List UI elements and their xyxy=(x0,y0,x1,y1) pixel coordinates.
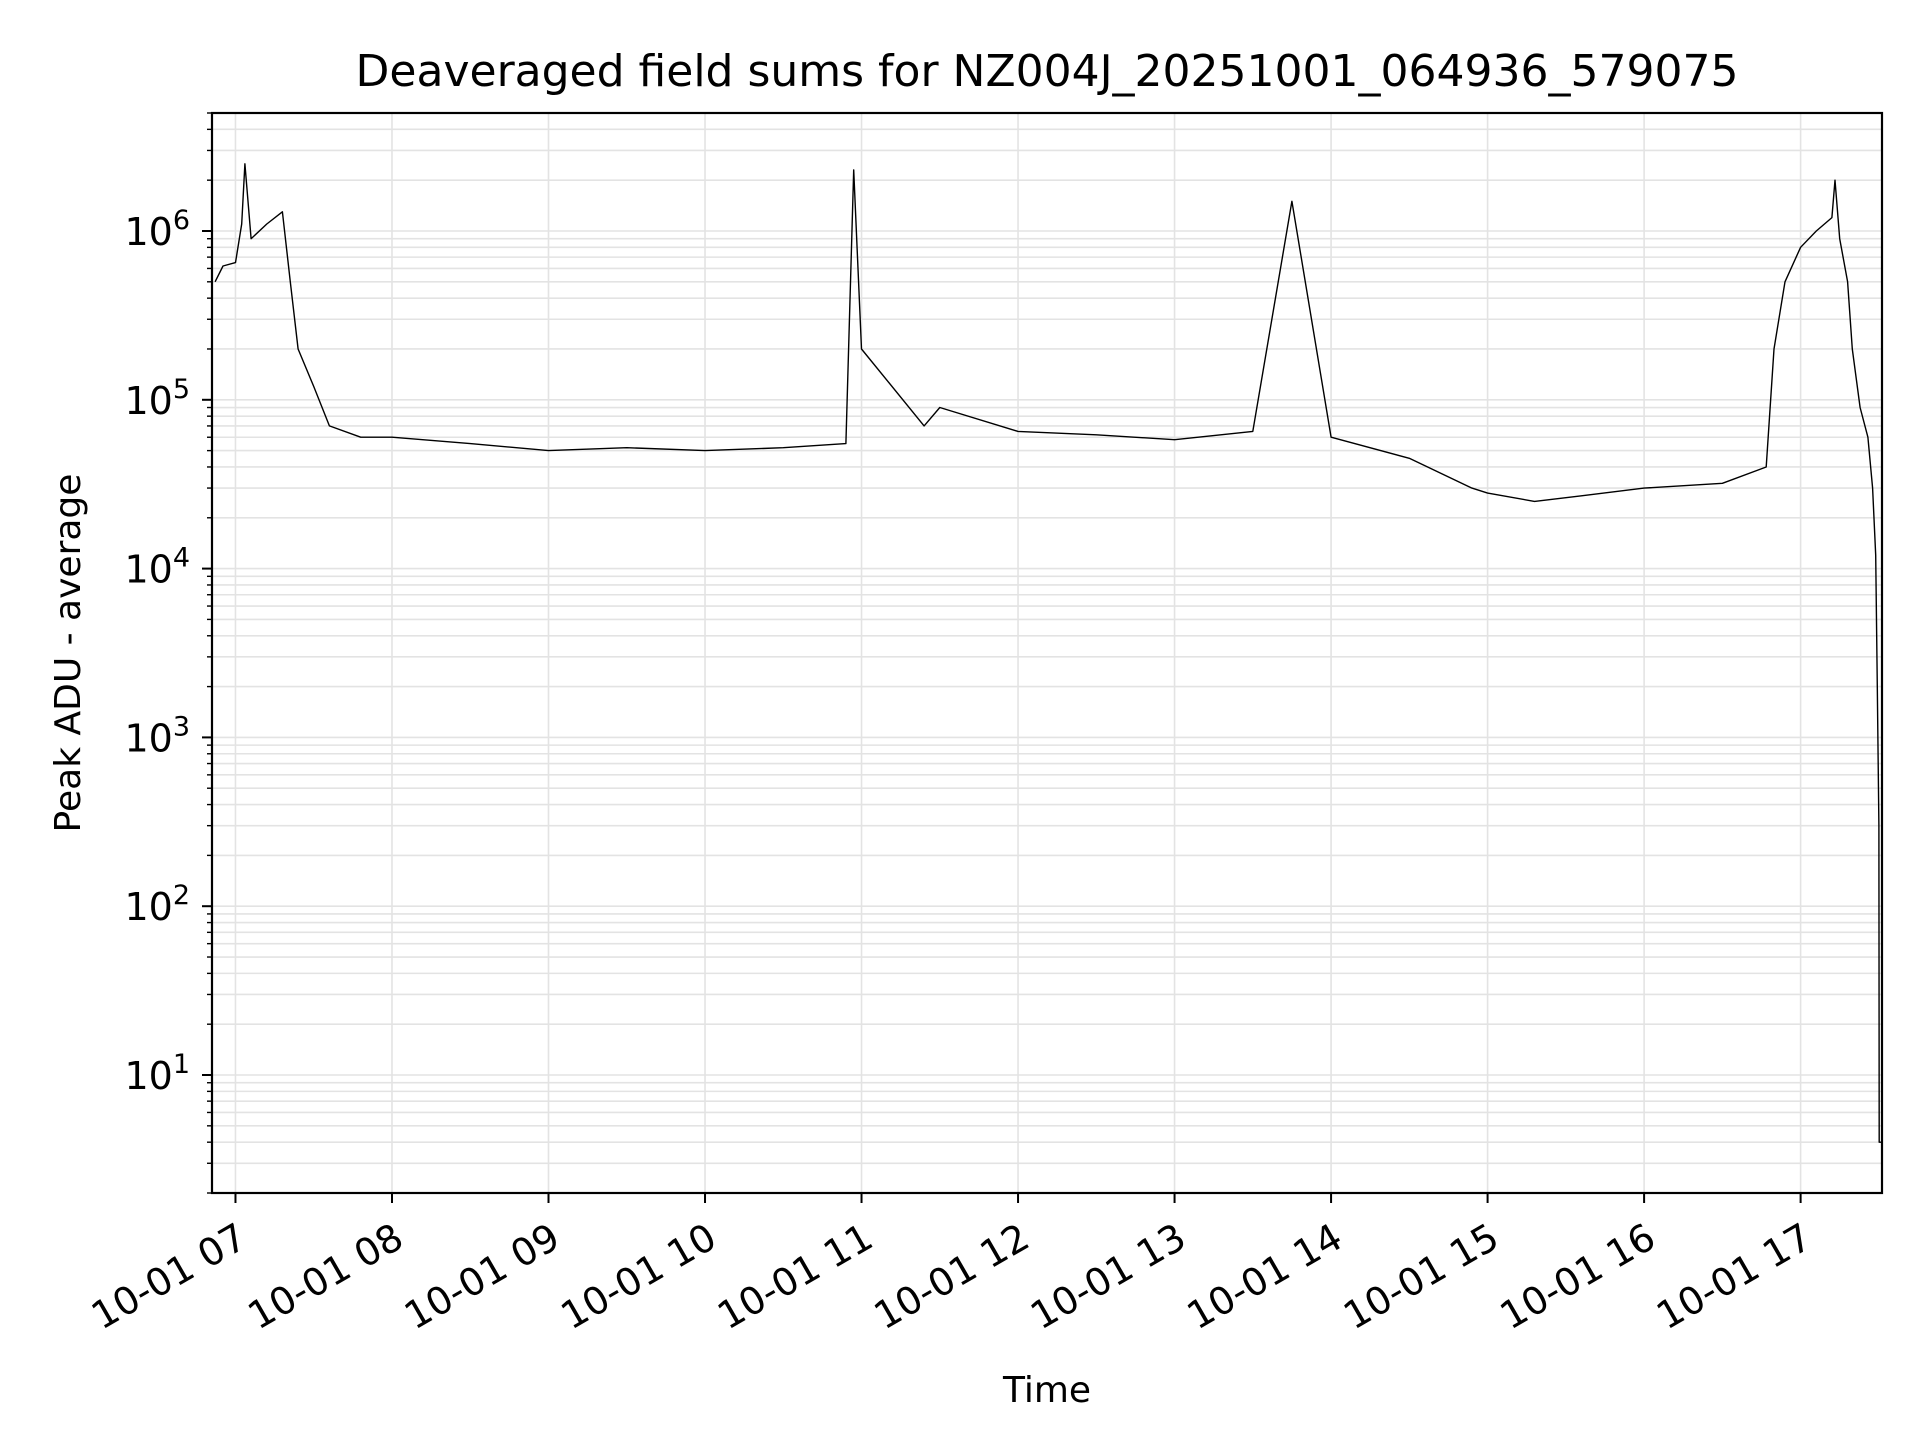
y-tick-label: 101 xyxy=(124,1049,190,1098)
series-area xyxy=(214,163,1882,1143)
x-axis-label: Time xyxy=(1002,1370,1091,1411)
y-tick-label: 102 xyxy=(124,880,190,929)
y-tick-label: 104 xyxy=(124,543,190,592)
grid xyxy=(212,112,1882,1194)
y-axis-label: Peak ADU - average xyxy=(48,474,89,833)
y-axis: 101 102 103 104 105 106 xyxy=(124,112,212,1194)
y-tick-label: 103 xyxy=(124,711,190,760)
y-tick-label: 106 xyxy=(124,205,190,254)
chart-title: Deaveraged field sums for NZ004J_2025100… xyxy=(356,46,1739,97)
y-tick-label: 105 xyxy=(124,374,190,423)
plot-frame xyxy=(210,111,1884,1195)
series-line xyxy=(214,163,1882,1143)
